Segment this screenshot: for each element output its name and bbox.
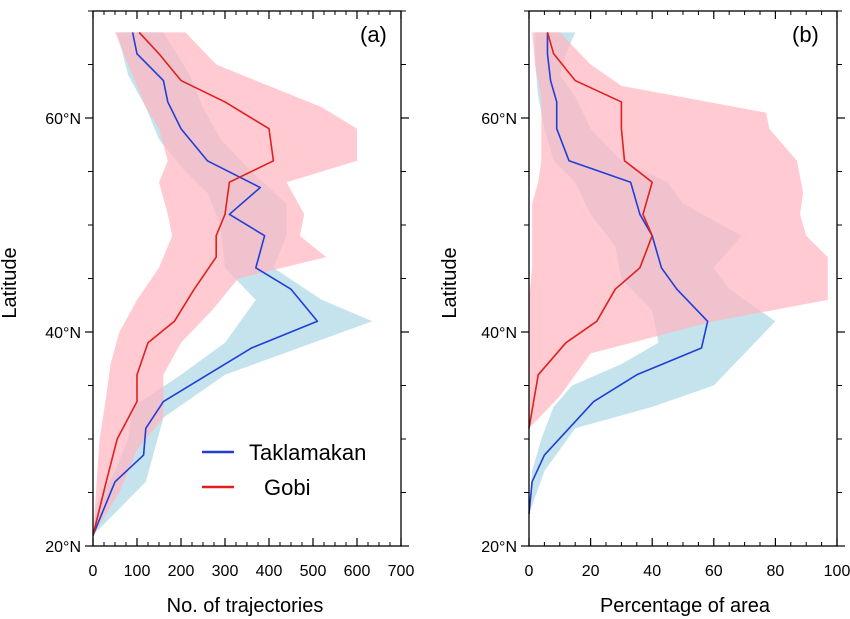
- line-gobi: [92, 31, 275, 536]
- y-tick-label: 20°N: [481, 539, 517, 556]
- x-tick-label: 500: [300, 563, 327, 580]
- band-gobi: [529, 32, 828, 429]
- legend-label-taklamakan: Taklamakan: [249, 440, 366, 465]
- line-taklamakan: [528, 32, 709, 514]
- x-tick-label: 700: [388, 563, 415, 580]
- uncertainty-bands: [529, 32, 828, 514]
- legend-label-gobi: Gobi: [264, 475, 310, 500]
- y-axis-title: Latitude: [0, 247, 21, 318]
- x-tick-label: 0: [525, 563, 534, 580]
- x-tick-label: 60: [705, 563, 723, 580]
- x-tick-label: 0: [89, 563, 98, 580]
- y-tick-label: 20°N: [45, 539, 81, 556]
- x-tick-label: 40: [643, 563, 661, 580]
- y-tick-label: 60°N: [481, 111, 517, 128]
- y-axis-title: Latitude: [439, 247, 461, 318]
- x-tick-label: 100: [124, 563, 151, 580]
- x-tick-label: 300: [212, 563, 239, 580]
- panel-label: (a): [360, 22, 387, 47]
- y-tick-label: 60°N: [45, 111, 81, 128]
- x-tick-label: 400: [256, 563, 283, 580]
- series-lines: [92, 31, 319, 536]
- panel-a: 0 100 200 300 400 500 600 700 20°N 40°N 60°N (a) N…: [0, 10, 415, 617]
- x-tick-label: 600: [344, 563, 371, 580]
- x-tick-label: 20: [582, 563, 600, 580]
- x-axis-title: Percentage of area: [600, 595, 771, 617]
- x-axis-title: No. of trajectories: [167, 595, 324, 617]
- series-lines: [528, 32, 709, 514]
- y-tick-label: 40°N: [45, 325, 81, 342]
- axis-ticks: 0 100 200 300 400 500 600 700 20°N 40°N 60°N: [45, 10, 415, 580]
- line-taklamakan: [92, 32, 319, 536]
- line-gobi: [528, 32, 654, 429]
- x-tick-label: 100: [824, 563, 850, 580]
- panel-label: (b): [792, 22, 819, 47]
- panel-b: 0 20 40 60 80 100 20°N 40°N 60°N (b) Percentage …: [439, 10, 850, 617]
- axis-ticks: 0 20 40 60 80 100 20°N 40°N 60°N: [481, 10, 850, 580]
- y-tick-label: 40°N: [481, 325, 517, 342]
- legend: Taklamakan Gobi: [202, 440, 366, 500]
- x-tick-label: 200: [168, 563, 195, 580]
- x-tick-label: 80: [767, 563, 785, 580]
